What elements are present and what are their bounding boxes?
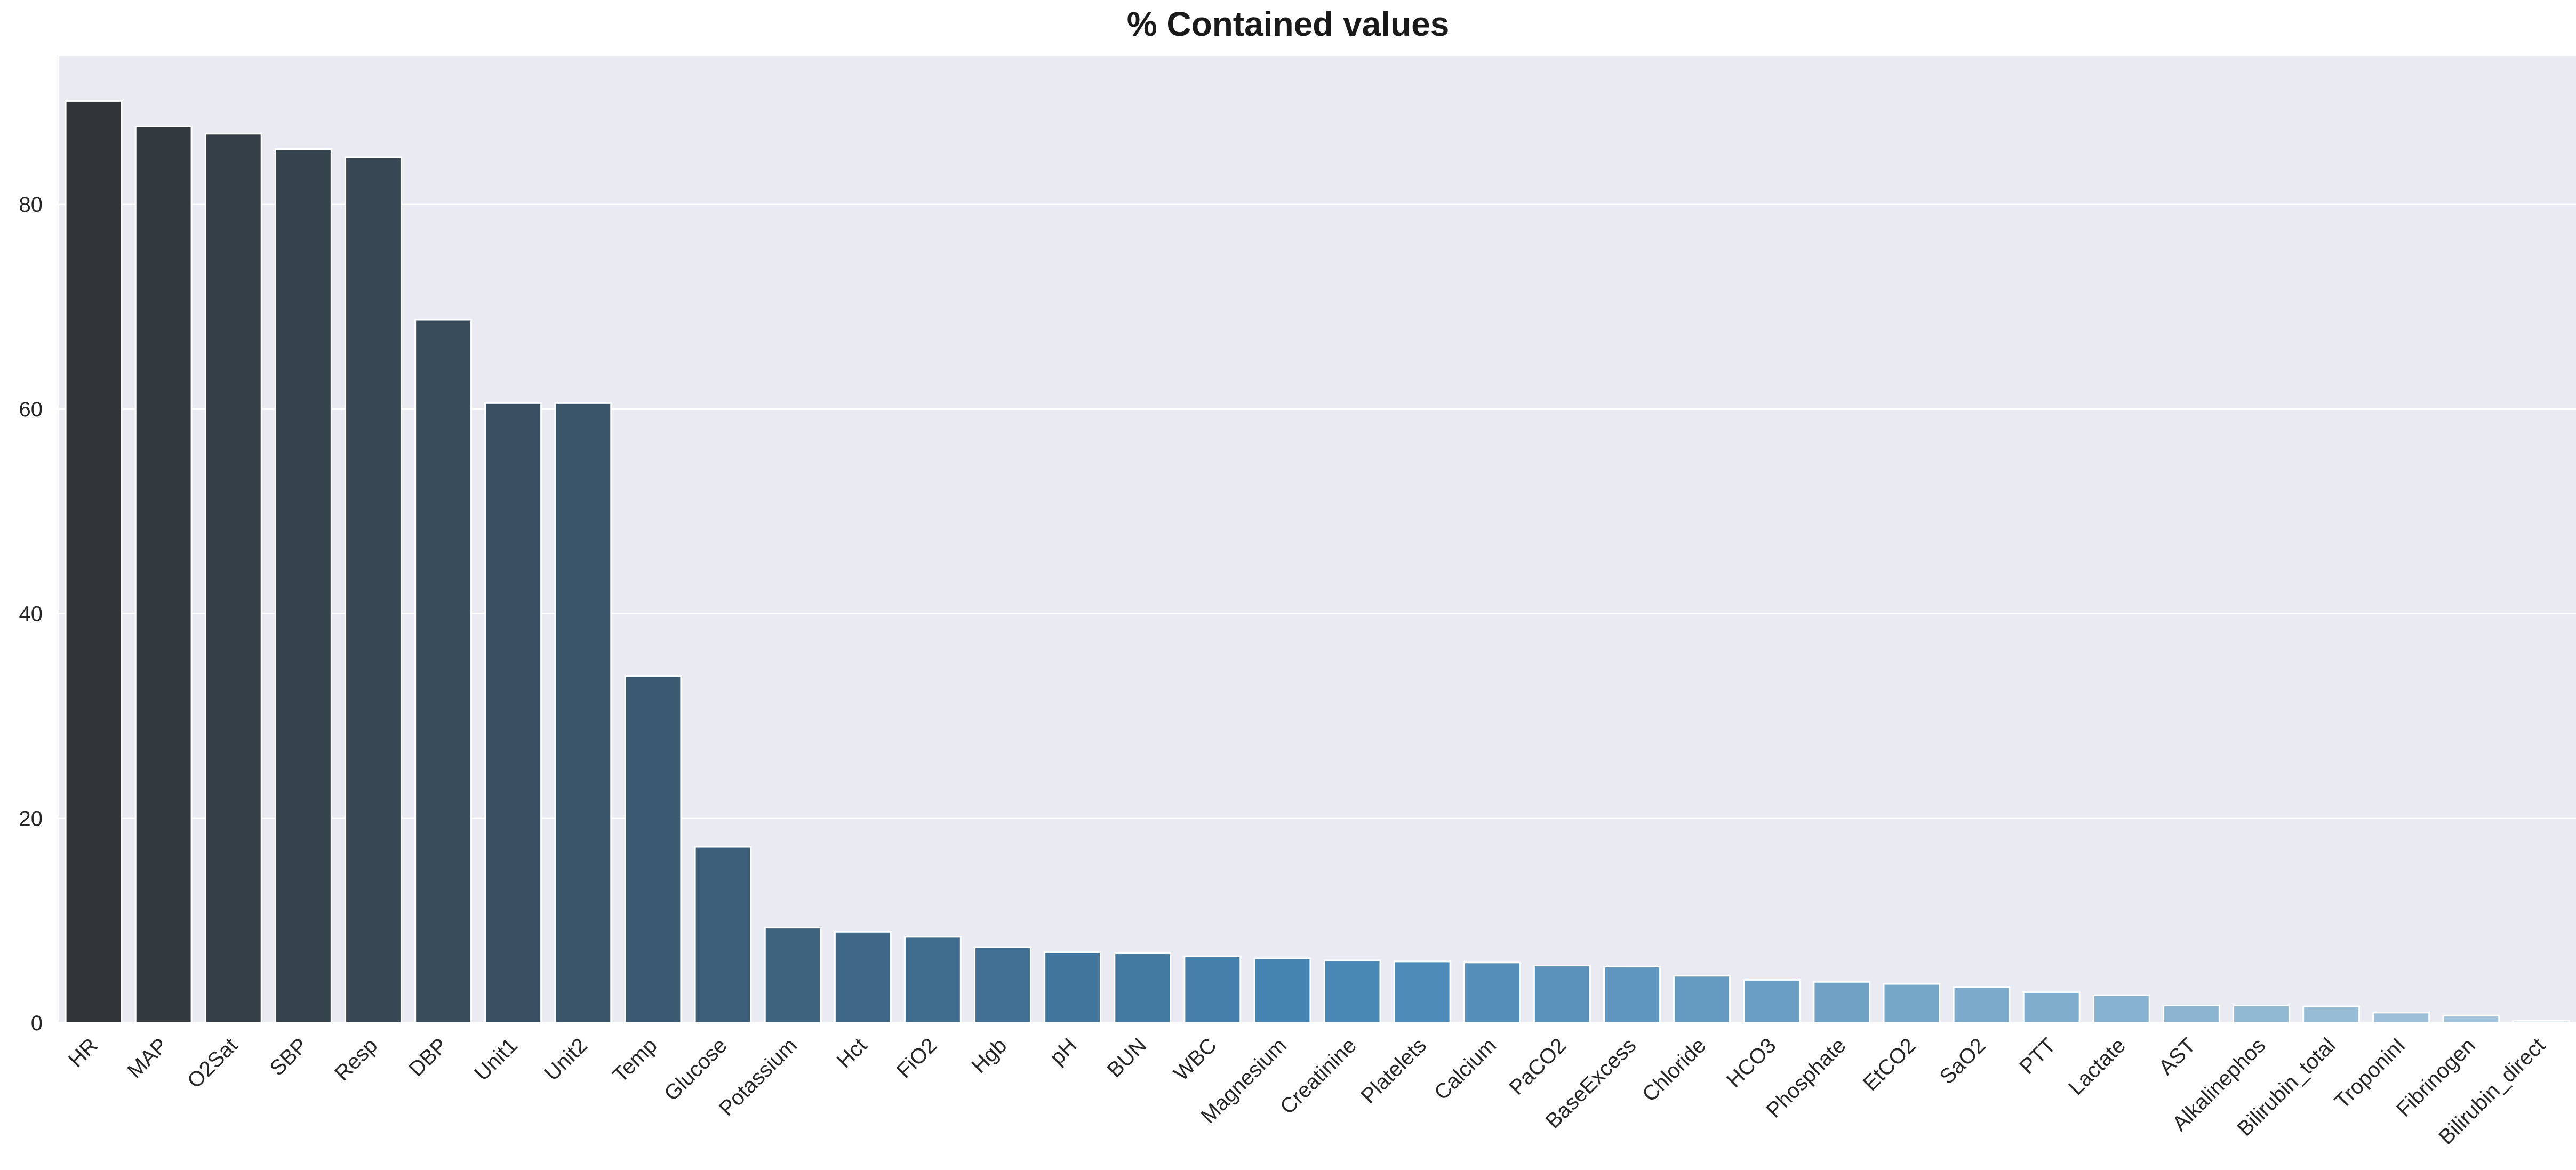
bar-fio2 xyxy=(903,936,962,1024)
x-tick-label: Glucose xyxy=(660,1033,732,1105)
y-tick-label: 20 xyxy=(19,807,43,830)
x-tick-label: O2Sat xyxy=(183,1033,242,1093)
x-tick-label: Hgb xyxy=(967,1033,1011,1078)
x-tick-labels: HR MAP O2Sat SBP Resp DBP Unit1 Unit2 TempGlucos… xyxy=(64,1033,2550,1149)
bar-platelets xyxy=(1393,960,1451,1024)
x-tick-label: Unit1 xyxy=(470,1033,522,1085)
bar-lactate xyxy=(2092,994,2150,1024)
x-tick-label: WBC xyxy=(1170,1033,1221,1085)
bar-potassium xyxy=(764,927,822,1024)
bar-paco2 xyxy=(1533,965,1591,1024)
x-tick-label: Resp xyxy=(330,1033,382,1085)
bar-hco3 xyxy=(1743,979,1801,1024)
bar-dbp xyxy=(414,319,473,1024)
x-tick-label: PTT xyxy=(2015,1033,2060,1079)
bar-bilirubin-direct xyxy=(2512,1020,2570,1024)
bar-ptt xyxy=(2022,991,2081,1024)
y-tick-label: 0 xyxy=(31,1012,43,1035)
x-tick-label: MAP xyxy=(123,1033,172,1083)
bar-o2sat xyxy=(204,133,262,1024)
bar-creatinine xyxy=(1323,959,1381,1024)
bar-bilirubin-total xyxy=(2302,1005,2361,1024)
bar-sbp xyxy=(274,148,332,1024)
x-tick-label: Chloride xyxy=(1638,1033,1710,1106)
x-tick-label: Calcium xyxy=(1430,1033,1501,1104)
grid-lines xyxy=(59,203,2576,1024)
x-tick-label: Unit2 xyxy=(540,1033,592,1085)
x-tick-label: AST xyxy=(2154,1033,2200,1079)
bar-hct xyxy=(834,931,892,1024)
bar-ast xyxy=(2162,1004,2220,1024)
x-tick-label: SaO2 xyxy=(1935,1033,1990,1088)
x-tick-label: Creatinine xyxy=(1276,1033,1361,1119)
x-tick-label: EtCO2 xyxy=(1859,1033,1921,1095)
y-tick-label: 60 xyxy=(19,398,43,421)
bar-resp xyxy=(345,156,402,1024)
y-tick-labels: 0 20 40 60 80 xyxy=(19,193,43,1035)
bar-unit1 xyxy=(484,402,542,1024)
bar-hgb xyxy=(974,946,1031,1024)
x-tick-label: HCO3 xyxy=(1722,1033,1781,1092)
bar-ph xyxy=(1044,951,1102,1024)
bar-sao2 xyxy=(1953,986,2011,1024)
bar-troponini xyxy=(2372,1012,2430,1024)
x-tick-label: Lactate xyxy=(2064,1033,2130,1100)
bar-alkalinephos xyxy=(2233,1004,2290,1024)
chart-title: % Contained values xyxy=(1126,5,1450,43)
x-tick-label: SBP xyxy=(266,1033,313,1080)
bars xyxy=(65,100,2570,1024)
x-tick-label: FiO2 xyxy=(892,1033,941,1083)
x-tick-label: pH xyxy=(1045,1033,1081,1069)
x-tick-label: Temp xyxy=(609,1033,662,1087)
bar-hr xyxy=(65,100,123,1024)
bar-glucose xyxy=(694,846,752,1024)
bar-phosphate xyxy=(1813,981,1871,1024)
x-tick-label: HR xyxy=(64,1033,102,1072)
plot-background xyxy=(59,56,2576,1023)
x-tick-label: Platelets xyxy=(1356,1033,1431,1108)
bar-calcium xyxy=(1463,961,1521,1024)
bar-etco2 xyxy=(1883,983,1941,1024)
x-tick-label: DBP xyxy=(404,1033,452,1081)
y-tick-label: 40 xyxy=(19,603,43,626)
bar-unit2 xyxy=(554,402,612,1024)
bar-baseexcess xyxy=(1603,965,1661,1024)
x-tick-label: BUN xyxy=(1103,1033,1151,1082)
bar-chloride xyxy=(1673,975,1731,1024)
x-tick-label: Hct xyxy=(833,1033,872,1073)
bar-temp xyxy=(624,675,682,1024)
bar-bun xyxy=(1114,952,1172,1024)
bar-wbc xyxy=(1183,955,1242,1024)
bar-map xyxy=(134,125,193,1024)
y-tick-label: 80 xyxy=(19,193,43,217)
x-tick-label: PaCO2 xyxy=(1505,1033,1571,1100)
bar-magnesium xyxy=(1253,957,1311,1024)
bar-fibrinogen xyxy=(2442,1015,2500,1024)
